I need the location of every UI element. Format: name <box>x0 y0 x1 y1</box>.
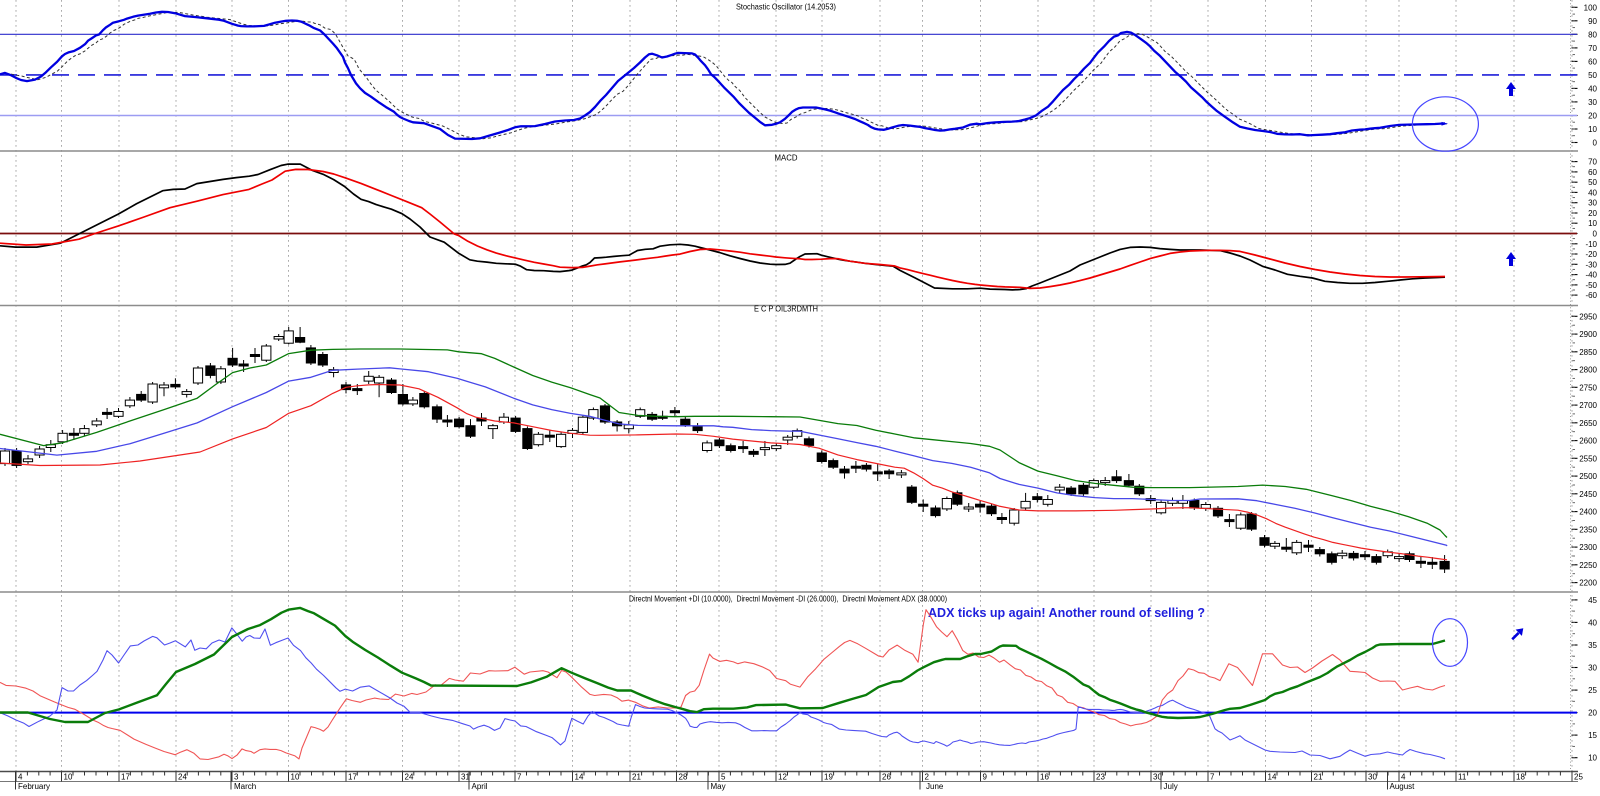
svg-text:2: 2 <box>925 773 930 782</box>
svg-text:June: June <box>926 782 944 791</box>
svg-text:17: 17 <box>121 773 130 782</box>
svg-text:20: 20 <box>1588 209 1597 218</box>
svg-text:60: 60 <box>1588 57 1597 66</box>
svg-text:-30: -30 <box>1585 260 1597 269</box>
svg-text:16: 16 <box>1040 773 1049 782</box>
svg-text:15: 15 <box>1588 731 1597 740</box>
svg-text:20: 20 <box>1588 112 1597 121</box>
svg-text:4: 4 <box>18 773 23 782</box>
svg-text:40: 40 <box>1588 618 1597 627</box>
svg-text:2500: 2500 <box>1579 472 1597 481</box>
svg-text:25: 25 <box>1588 686 1597 695</box>
svg-text:2250: 2250 <box>1579 561 1597 570</box>
svg-text:100: 100 <box>1584 3 1598 12</box>
svg-text:10: 10 <box>1588 125 1597 134</box>
svg-text:80: 80 <box>1588 30 1597 39</box>
svg-text:35: 35 <box>1588 641 1597 650</box>
svg-text:25: 25 <box>1574 773 1583 782</box>
svg-text:70: 70 <box>1588 158 1597 167</box>
svg-text:30: 30 <box>1368 773 1377 782</box>
svg-text:E C P OIL3RDMTH: E C P OIL3RDMTH <box>754 304 818 314</box>
svg-text:2650: 2650 <box>1579 419 1597 428</box>
svg-text:March: March <box>234 782 256 791</box>
svg-text:2600: 2600 <box>1579 437 1597 446</box>
svg-text:19: 19 <box>824 773 833 782</box>
svg-text:31: 31 <box>461 773 470 782</box>
svg-text:24: 24 <box>405 773 414 782</box>
svg-text:April: April <box>472 782 488 791</box>
svg-text:10: 10 <box>1588 754 1597 763</box>
svg-text:2700: 2700 <box>1579 401 1597 410</box>
svg-text:2350: 2350 <box>1579 525 1597 534</box>
svg-text:10: 10 <box>1588 219 1597 228</box>
svg-text:5: 5 <box>721 773 726 782</box>
svg-text:July: July <box>1164 782 1178 791</box>
svg-text:28: 28 <box>679 773 688 782</box>
svg-text:2450: 2450 <box>1579 490 1597 499</box>
svg-text:-20: -20 <box>1585 250 1597 259</box>
svg-text:70: 70 <box>1588 44 1597 53</box>
svg-text:9: 9 <box>983 773 988 782</box>
svg-text:-60: -60 <box>1585 291 1597 300</box>
svg-text:3: 3 <box>234 773 239 782</box>
svg-text:August: August <box>1390 782 1416 791</box>
svg-text:2300: 2300 <box>1579 543 1597 552</box>
svg-text:50: 50 <box>1588 71 1597 80</box>
svg-text:26: 26 <box>882 773 891 782</box>
svg-text:12: 12 <box>778 773 787 782</box>
svg-text:23: 23 <box>1096 773 1105 782</box>
svg-text:7: 7 <box>517 773 522 782</box>
svg-text:30: 30 <box>1153 773 1162 782</box>
svg-text:40: 40 <box>1588 84 1597 93</box>
svg-text:May: May <box>711 782 726 791</box>
svg-text:18: 18 <box>1516 773 1525 782</box>
svg-text:10: 10 <box>64 773 73 782</box>
svg-text:7: 7 <box>1210 773 1215 782</box>
svg-text:14: 14 <box>575 773 584 782</box>
svg-text:30: 30 <box>1588 98 1597 107</box>
svg-text:11: 11 <box>1458 773 1467 782</box>
svg-text:Stochastic Oscillator (14.2053: Stochastic Oscillator (14.2053) <box>736 2 836 12</box>
svg-text:4: 4 <box>1401 773 1406 782</box>
svg-text:Directnl Movement +DI (10.0000: Directnl Movement +DI (10.0000), Directn… <box>629 594 947 604</box>
svg-text:2550: 2550 <box>1579 454 1597 463</box>
svg-text:0: 0 <box>1593 139 1598 148</box>
svg-text:2900: 2900 <box>1579 330 1597 339</box>
svg-text:2400: 2400 <box>1579 508 1597 517</box>
svg-text:0: 0 <box>1593 230 1598 239</box>
svg-text:ADX ticks up again! Another r: ADX ticks up again! Another round of sel… <box>928 606 1205 620</box>
svg-text:30: 30 <box>1588 199 1597 208</box>
svg-text:2750: 2750 <box>1579 383 1597 392</box>
svg-text:2200: 2200 <box>1579 579 1597 588</box>
svg-text:2800: 2800 <box>1579 366 1597 375</box>
svg-text:10: 10 <box>291 773 300 782</box>
svg-text:2850: 2850 <box>1579 348 1597 357</box>
svg-text:-10: -10 <box>1585 240 1597 249</box>
svg-text:60: 60 <box>1588 168 1597 177</box>
svg-text:17: 17 <box>348 773 357 782</box>
svg-text:21: 21 <box>1314 773 1323 782</box>
svg-text:2950: 2950 <box>1579 312 1597 321</box>
svg-text:90: 90 <box>1588 17 1597 26</box>
svg-text:MACD: MACD <box>775 153 798 163</box>
svg-text:20: 20 <box>1588 709 1597 718</box>
svg-text:21: 21 <box>632 773 641 782</box>
svg-text:February: February <box>18 782 50 791</box>
svg-text:45: 45 <box>1588 596 1597 605</box>
svg-text:24: 24 <box>178 773 187 782</box>
svg-text:14: 14 <box>1268 773 1277 782</box>
svg-text:-40: -40 <box>1585 271 1597 280</box>
svg-text:50: 50 <box>1588 178 1597 187</box>
svg-text:40: 40 <box>1588 188 1597 197</box>
svg-text:30: 30 <box>1588 664 1597 673</box>
svg-text:-50: -50 <box>1585 281 1597 290</box>
